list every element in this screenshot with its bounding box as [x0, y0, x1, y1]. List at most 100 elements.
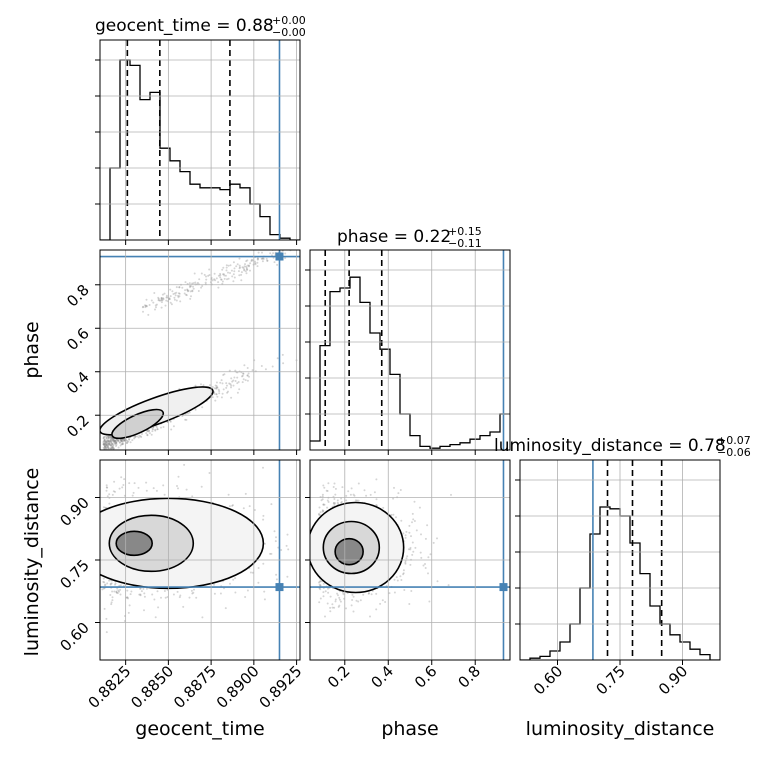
sample-point: [200, 485, 203, 488]
sample-point: [270, 552, 273, 555]
sample-point: [113, 439, 116, 442]
sample-point: [242, 507, 245, 510]
sample-point: [261, 257, 264, 260]
sample-point: [211, 279, 214, 282]
sample-point: [108, 443, 111, 445]
sample-point: [177, 487, 179, 490]
sample-point: [111, 493, 114, 496]
sample-point: [143, 592, 146, 595]
sample-point: [172, 293, 175, 295]
sample-point: [273, 261, 276, 264]
sample-point: [324, 590, 327, 593]
sample-point: [163, 292, 166, 295]
sample-point: [178, 286, 181, 289]
sample-point: [174, 294, 177, 297]
sample-point: [113, 447, 115, 450]
sample-point: [169, 288, 172, 291]
sample-point: [105, 486, 108, 489]
panel-border: [309, 459, 511, 661]
sample-point: [275, 536, 277, 539]
sample-point: [188, 285, 191, 287]
sample-point: [145, 587, 148, 590]
sample-point: [331, 603, 334, 606]
sample-point: [211, 386, 214, 388]
sample-point: [235, 265, 238, 268]
sample-point: [340, 500, 343, 503]
sample-point: [168, 297, 171, 300]
sample-point: [243, 265, 246, 268]
sample-point: [246, 367, 249, 369]
truth-marker: [275, 252, 284, 261]
sample-point: [293, 242, 295, 244]
sample-point: [161, 293, 164, 296]
sample-point: [123, 439, 126, 442]
sample-point: [263, 598, 266, 601]
sample-point: [337, 594, 339, 597]
sample-point: [178, 295, 181, 298]
sample-point: [322, 582, 325, 585]
sample-point: [115, 441, 117, 443]
sample-point: [175, 291, 178, 294]
sample-point: [281, 244, 283, 246]
sample-point: [289, 247, 291, 249]
sample-point: [350, 487, 353, 490]
sample-point: [388, 592, 391, 595]
sample-point: [104, 445, 107, 448]
sample-point: [200, 286, 203, 289]
sample-point: [275, 578, 278, 581]
sample-point: [375, 608, 378, 611]
sample-point: [144, 306, 147, 309]
sample-point: [262, 518, 265, 521]
sample-point: [382, 506, 385, 509]
sample-point: [427, 556, 430, 559]
sample-point: [191, 282, 194, 285]
sample-point: [147, 313, 150, 316]
sample-point: [190, 589, 193, 592]
sample-point: [269, 247, 271, 249]
sample-point: [103, 607, 106, 610]
sample-point: [318, 583, 321, 586]
sample-point: [323, 503, 326, 506]
sample-point: [109, 440, 112, 443]
sample-point: [165, 299, 168, 302]
sample-point: [245, 272, 248, 275]
sample-point: [223, 274, 226, 277]
sample-point: [103, 442, 106, 445]
sample-point: [111, 446, 114, 449]
sample-point: [117, 439, 120, 442]
sample-point: [257, 257, 259, 260]
sample-point: [110, 582, 113, 585]
sample-point: [105, 440, 108, 443]
sample-point: [334, 600, 337, 603]
sample-point: [209, 384, 211, 387]
sample-point: [107, 444, 110, 447]
sample-point: [234, 380, 237, 382]
sample-point: [102, 443, 105, 446]
sample-point: [215, 387, 218, 390]
sample-point: [188, 411, 191, 414]
y-tick-label: 0.2: [63, 411, 93, 441]
sample-point: [126, 440, 129, 442]
corner-panels: 0.60 0.75 0.90 0.2 0.4 0.6 0.8 0.88250.88500.88…: [56, 39, 721, 712]
sample-point: [220, 379, 223, 382]
sample-point: [211, 396, 214, 399]
sample-point: [176, 485, 178, 487]
sample-point: [105, 444, 108, 447]
sample-point: [238, 388, 241, 391]
sample-point: [103, 439, 106, 442]
sample-point: [408, 524, 411, 527]
sample-point: [334, 598, 337, 601]
sample-point: [119, 584, 122, 587]
sample-point: [232, 273, 235, 276]
sample-point: [109, 594, 112, 596]
sample-point: [122, 440, 125, 443]
sample-point: [154, 304, 157, 307]
sample-point: [105, 437, 108, 440]
sample-point: [113, 440, 116, 443]
sample-point: [127, 597, 129, 600]
sample-point: [384, 601, 387, 603]
sample-point: [213, 392, 216, 395]
sample-point: [333, 502, 335, 504]
sample-point: [284, 257, 287, 260]
sample-point: [317, 581, 320, 584]
